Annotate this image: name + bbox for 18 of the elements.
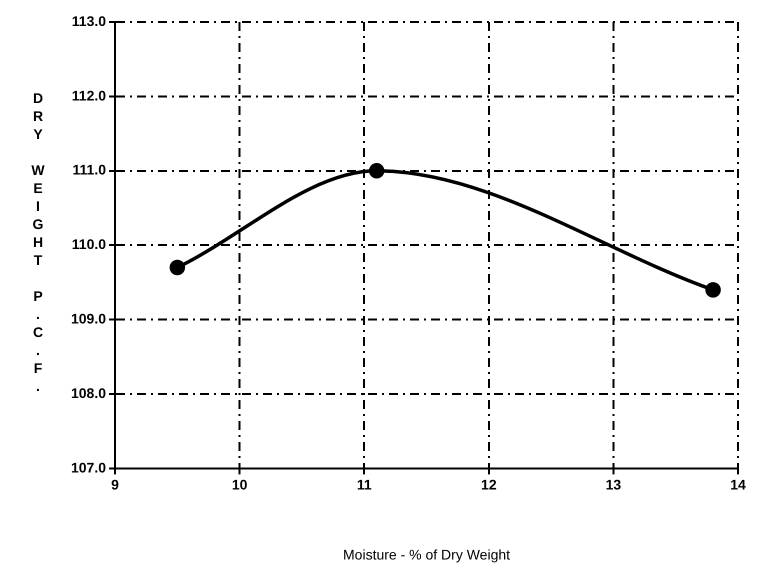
y-tick-label: 111.0 bbox=[72, 162, 106, 178]
x-tick-label: 14 bbox=[730, 476, 746, 493]
x-axis-title: Moisture - % of Dry Weight bbox=[343, 546, 510, 562]
point bbox=[170, 260, 186, 276]
y-tick-label: 108.0 bbox=[70, 384, 106, 401]
y-tick-label: 110.0 bbox=[72, 236, 106, 252]
x-tick-label: 10 bbox=[232, 476, 248, 493]
y-tick-label: 113.0 bbox=[72, 12, 106, 29]
point bbox=[705, 282, 721, 298]
y-tick-label: 107.0 bbox=[70, 459, 106, 476]
x-tick-label: 9 bbox=[111, 476, 120, 493]
y-axis-title: DRY WEIGHT P.C.F. bbox=[30, 90, 46, 396]
point bbox=[368, 163, 384, 179]
x-tick-label: 13 bbox=[606, 476, 622, 493]
x-tick-label: 11 bbox=[356, 476, 372, 493]
y-tick-label: 109.0 bbox=[70, 310, 106, 326]
y-tick-label: 112.0 bbox=[72, 87, 106, 104]
x-tick-label: 12 bbox=[481, 476, 497, 493]
